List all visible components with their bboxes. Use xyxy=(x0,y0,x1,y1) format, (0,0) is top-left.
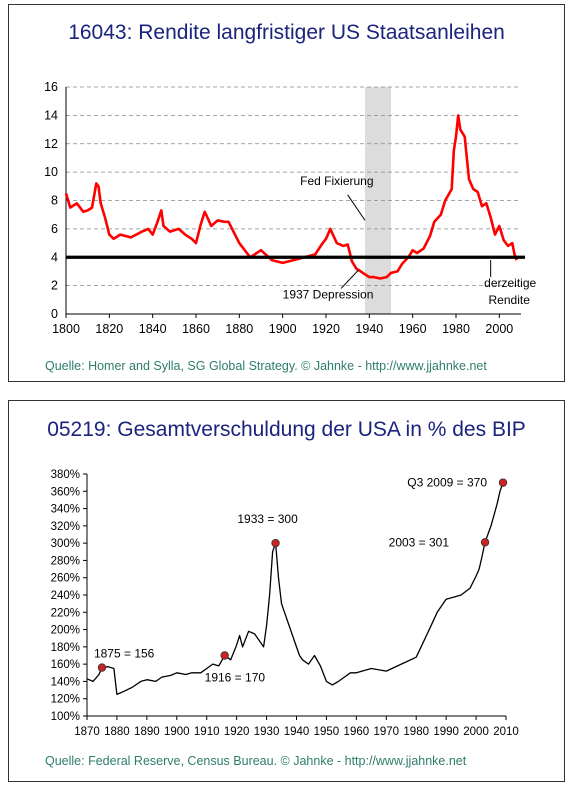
y-tick-label: 14 xyxy=(44,108,58,122)
y-tick-label: 4 xyxy=(51,250,58,264)
x-tick-label: 2010 xyxy=(493,726,519,738)
x-tick-label: 1920 xyxy=(312,322,340,336)
x-tick-label: 1820 xyxy=(95,322,123,336)
x-tick-label: 1920 xyxy=(224,726,250,738)
debt-series-line xyxy=(86,482,504,696)
y-tick-label: 160% xyxy=(51,659,80,671)
chart-title: 16043: Rendite langfristiger US Staatsan… xyxy=(68,21,505,44)
x-tick-label: 1900 xyxy=(269,322,297,336)
data-marker xyxy=(220,651,229,660)
y-tick-label: 120% xyxy=(51,694,80,706)
bond-yield-chart: 0 2 4 6 8 10 12 14 16 1800 1820 1840 1860 1880 1900 192… xyxy=(44,80,536,336)
annotation-rendite: Rendite xyxy=(489,293,531,307)
y-tick-label: 100% xyxy=(51,711,80,723)
debt-gdp-chart: 100% 120% 140% 160% 180% 200% 220% 240% 260% 280%… xyxy=(51,469,519,738)
y-tick-label: 200% xyxy=(51,625,80,637)
x-tick-label: 1900 xyxy=(164,726,190,738)
x-tick-label: 1890 xyxy=(134,726,160,738)
y-tick-label: 340% xyxy=(51,504,80,516)
y-tick-label: 300% xyxy=(51,538,80,550)
x-tick-label: 1990 xyxy=(433,726,459,738)
x-tick-label: 1860 xyxy=(182,322,210,336)
marker-label: Q3 2009 = 370 xyxy=(407,476,487,490)
x-tick-label: 1800 xyxy=(52,322,80,336)
y-tick-label: 360% xyxy=(51,486,80,498)
chart-source: Quelle: Federal Reserve, Census Bureau. … xyxy=(45,754,467,768)
y-tick-label: 12 xyxy=(44,137,58,151)
x-tick-label: 1910 xyxy=(194,726,220,738)
marker-label: 1875 = 156 xyxy=(94,647,155,661)
y-tick-label: 16 xyxy=(44,80,58,94)
y-tick-label: 10 xyxy=(44,165,58,179)
marker-label: 2003 = 301 xyxy=(389,535,450,549)
chart-panel-bond-yields: 16043: Rendite langfristiger US Staatsan… xyxy=(8,4,565,382)
chart-title: 05219: Gesamtverschuldung der USA in % d… xyxy=(47,418,526,441)
annotation-current: derzeitige xyxy=(484,276,536,290)
x-tick-label: 1880 xyxy=(225,322,253,336)
y-tick-label: 280% xyxy=(51,555,80,567)
annotation-arrow xyxy=(340,269,359,289)
data-marker xyxy=(271,538,280,548)
x-tick-label: 1940 xyxy=(355,322,383,336)
y-tick-label: 6 xyxy=(51,222,58,236)
marker-label: 1916 = 170 xyxy=(205,671,266,685)
data-marker xyxy=(498,478,508,487)
chart-panel-debt-gdp: 05219: Gesamtverschuldung der USA in % d… xyxy=(8,400,565,782)
x-tick-label: 1940 xyxy=(284,726,310,738)
y-tick-label: 320% xyxy=(51,521,80,533)
y-tick-label: 380% xyxy=(51,469,80,481)
y-tick-label: 260% xyxy=(51,573,80,585)
x-tick-label: 1950 xyxy=(314,726,340,738)
annotation-fed-fixierung: Fed Fixierung xyxy=(300,174,373,188)
y-tick-label: 140% xyxy=(51,676,80,688)
x-tick-label: 1930 xyxy=(254,726,280,738)
y-tick-label: 180% xyxy=(51,642,80,654)
y-tick-label: 8 xyxy=(51,194,58,208)
x-tick-label: 1980 xyxy=(403,726,429,738)
y-tick-label: 2 xyxy=(51,279,58,293)
yield-series-line xyxy=(64,114,518,280)
data-marker xyxy=(97,663,107,672)
annotation-arrow xyxy=(347,194,366,221)
y-tick-label: 220% xyxy=(51,607,80,619)
x-tick-label: 2000 xyxy=(485,322,513,336)
x-tick-label: 1870 xyxy=(74,726,100,738)
data-marker xyxy=(480,538,490,547)
x-tick-label: 1960 xyxy=(399,322,427,336)
x-tick-label: 1970 xyxy=(373,726,399,738)
y-tick-label: 0 xyxy=(51,307,58,321)
x-tick-label: 1960 xyxy=(344,726,370,738)
marker-label: 1933 = 300 xyxy=(237,512,298,526)
chart-source: Quelle: Homer and Sylla, SG Global Strat… xyxy=(45,359,487,373)
annotation-depression: 1937 Depression xyxy=(283,287,374,301)
x-tick-label: 1840 xyxy=(139,322,167,336)
x-tick-label: 1880 xyxy=(104,726,130,738)
y-tick-label: 240% xyxy=(51,590,80,602)
x-tick-label: 2000 xyxy=(463,726,489,738)
x-tick-label: 1980 xyxy=(442,322,470,336)
